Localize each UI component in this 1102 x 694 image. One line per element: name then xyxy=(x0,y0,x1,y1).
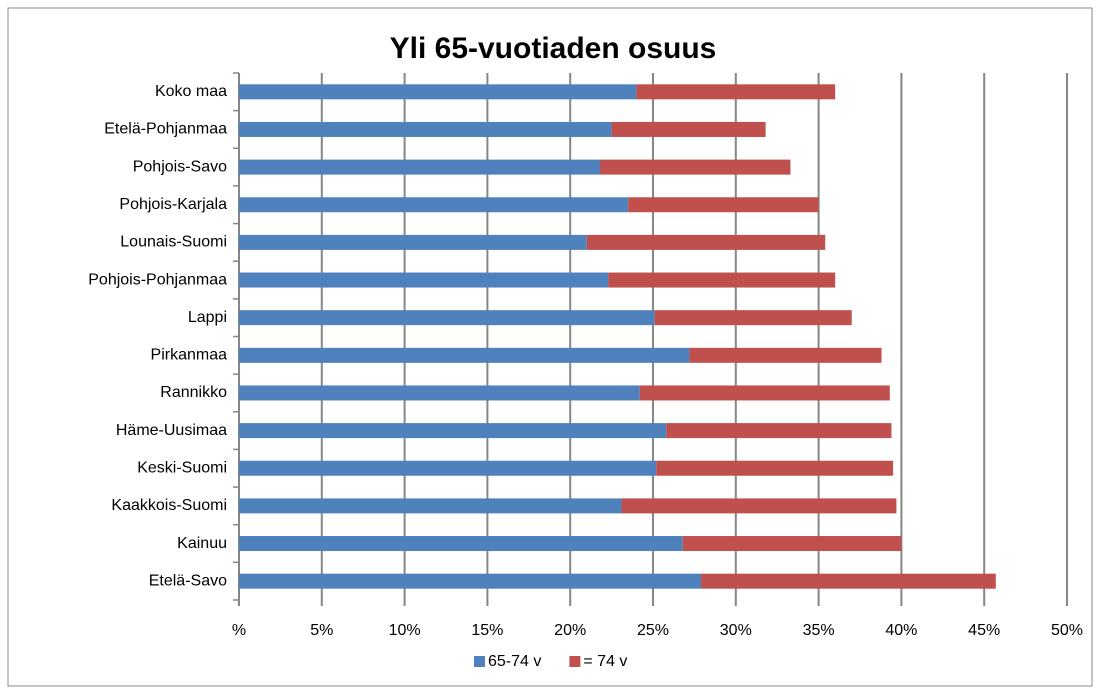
y-tick-label: Kainuu xyxy=(177,535,227,552)
legend-label: = 74 v xyxy=(583,653,627,670)
bar-segment xyxy=(656,460,894,476)
chart-border xyxy=(7,7,1093,687)
bar-segment xyxy=(608,272,836,288)
bar-segment xyxy=(239,573,702,589)
x-tick-label: 25% xyxy=(637,622,669,639)
x-tick-label: 5% xyxy=(310,622,333,639)
y-tick-label: Häme-Uusimaa xyxy=(116,422,227,439)
y-tick-label: Lounais-Suomi xyxy=(120,234,227,251)
y-tick-label: Etelä-Savo xyxy=(149,572,227,589)
x-tick-label: % xyxy=(232,622,246,639)
x-tick-label: 20% xyxy=(554,622,586,639)
bar-segment xyxy=(682,536,902,552)
bar-segment xyxy=(639,385,890,401)
bar-segment xyxy=(628,197,819,213)
bar-segment xyxy=(611,121,766,137)
bar-segment xyxy=(689,347,882,363)
y-tick-label: Rannikko xyxy=(160,384,227,401)
x-tick-label: 35% xyxy=(803,622,835,639)
x-tick-label: 30% xyxy=(720,622,752,639)
bar-segment xyxy=(586,234,826,250)
bar-segment xyxy=(239,460,657,476)
y-tick-label: Pohjois-Pohjanmaa xyxy=(88,271,227,288)
y-tick-label: Keski-Suomi xyxy=(137,459,227,476)
legend-swatch xyxy=(569,656,581,667)
y-tick-label: Kaakkois-Suomi xyxy=(111,497,227,514)
bar-segment xyxy=(701,573,996,589)
chart-title: Yli 65-vuotiaden osuus xyxy=(390,32,717,65)
bar-segment xyxy=(654,310,852,326)
bar-segment xyxy=(239,159,601,175)
bar-segment xyxy=(239,536,683,552)
legend-swatch xyxy=(474,656,485,667)
y-tick-label: Etelä-Pohjanmaa xyxy=(104,121,227,138)
x-tick-label: 10% xyxy=(389,622,421,639)
bar-segment xyxy=(239,272,609,288)
bar-segment xyxy=(239,121,612,137)
y-tick-label: Pirkanmaa xyxy=(151,347,228,364)
y-tick-label: Lappi xyxy=(188,309,227,326)
x-tick-label: 15% xyxy=(471,622,503,639)
bar-segment xyxy=(636,84,836,100)
bar-segment xyxy=(666,423,892,439)
legend-label: 65-74 v xyxy=(488,653,541,670)
bar-segment xyxy=(239,84,637,100)
bar-segment xyxy=(239,498,622,514)
y-tick-label: Pohjois-Karjala xyxy=(119,196,227,213)
bar-segment xyxy=(600,159,791,175)
bar-segment xyxy=(239,234,587,250)
bar-segment xyxy=(239,423,667,439)
x-tick-label: 45% xyxy=(968,622,1000,639)
y-tick-label: Pohjois-Savo xyxy=(133,158,227,175)
bar-segment xyxy=(239,197,629,213)
bar-segment xyxy=(239,385,640,401)
x-tick-label: 40% xyxy=(885,622,917,639)
x-tick-label: 50% xyxy=(1051,622,1083,639)
bar-segment xyxy=(239,310,655,326)
y-tick-label: Koko maa xyxy=(155,83,227,100)
bar-segment xyxy=(621,498,897,514)
bar-segment xyxy=(239,347,690,363)
